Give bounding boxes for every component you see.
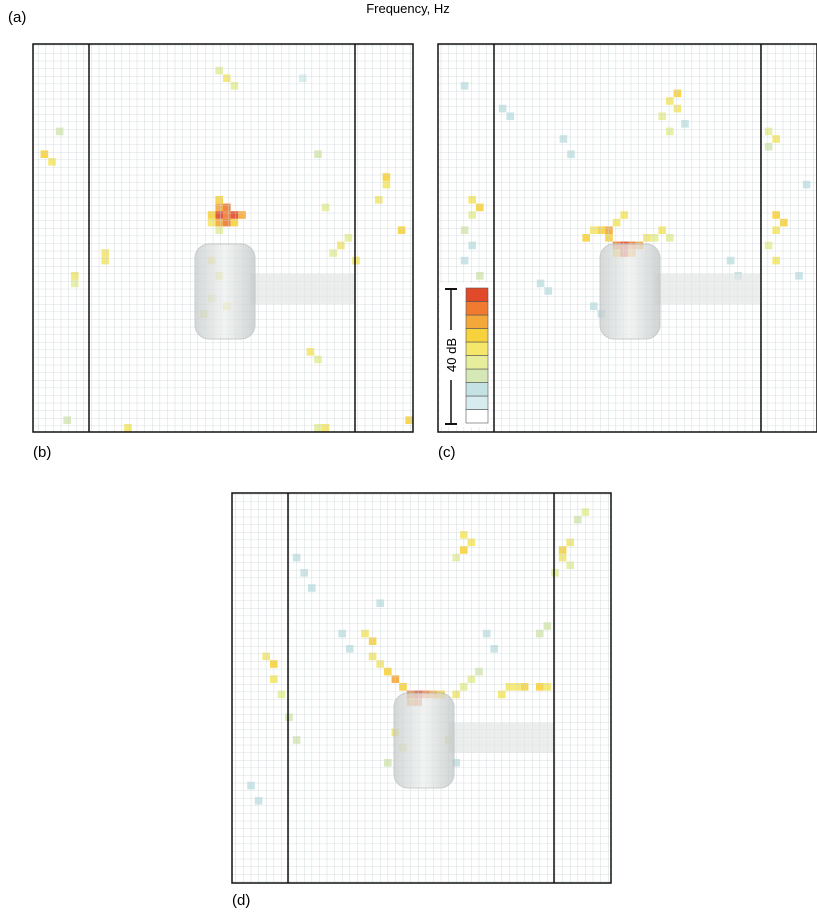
colorbar-cell — [466, 342, 488, 356]
colorbar-cell — [466, 369, 488, 383]
panel-label: (c) — [438, 444, 456, 461]
heatmap-panel — [33, 44, 413, 432]
panel-label: (b) — [33, 444, 51, 461]
colorbar-cell — [466, 410, 488, 424]
figure-canvas: (a) Frequency, Hz (b) (c) (d) 40 dB — [0, 0, 817, 919]
figure: (a) Frequency, Hz (b) (c) (d) 40 dB — [0, 0, 817, 919]
colorbar: 40 dB — [440, 283, 490, 427]
colorbar-cell — [466, 302, 488, 316]
colorbar-cell — [466, 356, 488, 370]
shaft — [449, 723, 554, 753]
cylinder — [600, 244, 660, 339]
colorbar-cell — [466, 329, 488, 343]
grid — [33, 44, 413, 432]
cylinder — [195, 244, 255, 339]
colorbar-cell — [466, 383, 488, 397]
shaft — [655, 274, 761, 304]
colorbar-cell — [466, 315, 488, 329]
grid — [438, 44, 817, 432]
heatmap-panel — [438, 44, 817, 432]
shaft — [250, 274, 355, 304]
colorbar-cell — [466, 396, 488, 410]
colorbar-cell — [466, 288, 488, 302]
panel-label: (d) — [232, 892, 250, 909]
panel-label: (a) — [8, 9, 26, 26]
heatmap-panel — [232, 493, 611, 883]
cylinder — [394, 693, 454, 788]
colorbar-label: 40 dB — [444, 338, 459, 372]
axis-label: Frequency, Hz — [366, 1, 450, 16]
